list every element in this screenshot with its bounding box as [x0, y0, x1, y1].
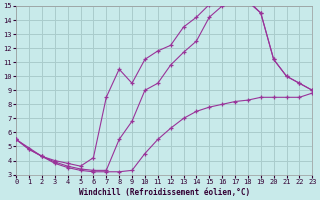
- X-axis label: Windchill (Refroidissement éolien,°C): Windchill (Refroidissement éolien,°C): [79, 188, 250, 197]
